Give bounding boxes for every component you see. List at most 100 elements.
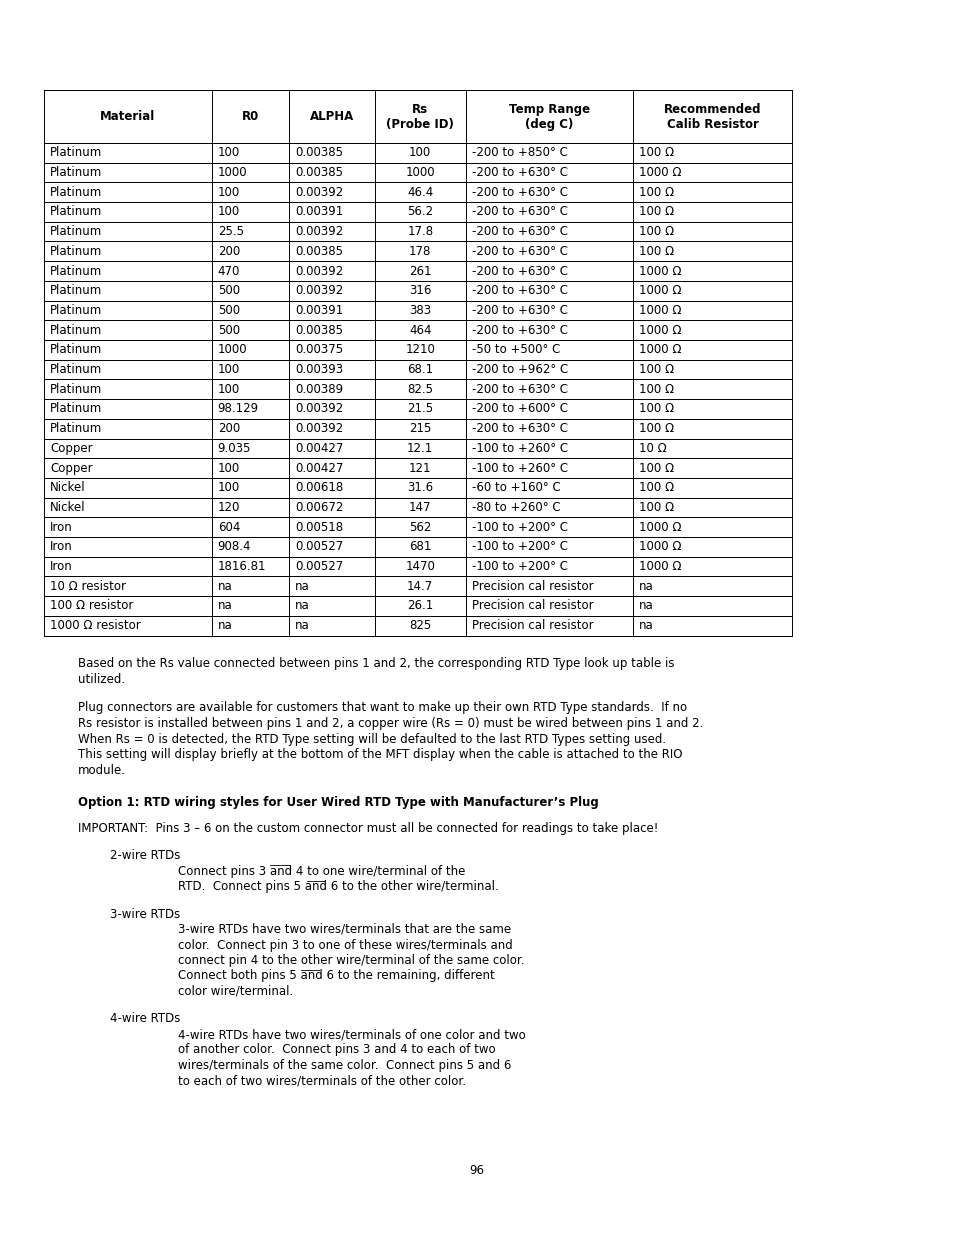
Bar (44, 359, 791, 379)
Text: Precision cal resistor: Precision cal resistor (471, 599, 593, 613)
Text: -200 to +850° C: -200 to +850° C (471, 147, 567, 159)
Text: Nickel: Nickel (50, 482, 86, 494)
Text: 100 Ω: 100 Ω (639, 363, 674, 375)
Text: Platinum: Platinum (50, 304, 102, 317)
Text: -100 to +200° C: -100 to +200° C (471, 541, 567, 553)
Text: -200 to +962° C: -200 to +962° C (471, 363, 567, 375)
Text: When Rs = 0 is detected, the RTD Type setting will be defaulted to the last RTD : When Rs = 0 is detected, the RTD Type se… (78, 732, 665, 746)
Text: 4-wire RTDs: 4-wire RTDs (110, 1013, 180, 1025)
Text: of another color.  Connect pins 3 and 4 to each of two: of another color. Connect pins 3 and 4 t… (178, 1044, 496, 1056)
Text: 1210: 1210 (405, 343, 435, 357)
Bar (44, 163, 791, 183)
Text: na: na (294, 579, 309, 593)
Text: Material: Material (100, 110, 155, 124)
Text: na: na (639, 619, 654, 632)
Text: 0.00427: 0.00427 (294, 442, 343, 454)
Text: 0.00393: 0.00393 (294, 363, 342, 375)
Text: 4-wire RTDs have two wires/terminals of one color and two: 4-wire RTDs have two wires/terminals of … (178, 1028, 525, 1041)
Text: 0.00385: 0.00385 (294, 245, 342, 258)
Text: -200 to +600° C: -200 to +600° C (471, 403, 567, 415)
Text: Platinum: Platinum (50, 284, 102, 298)
Bar (44, 90, 791, 143)
Bar (44, 399, 791, 419)
Text: 0.00672: 0.00672 (294, 501, 343, 514)
Text: color.  Connect pin 3 to one of these wires/terminals and: color. Connect pin 3 to one of these wir… (178, 939, 512, 951)
Text: Temp Range
(deg C): Temp Range (deg C) (508, 103, 589, 131)
Text: 0.00385: 0.00385 (294, 165, 342, 179)
Text: 46.4: 46.4 (407, 185, 433, 199)
Text: 100: 100 (217, 482, 240, 494)
Bar (44, 320, 791, 340)
Bar (44, 597, 791, 616)
Text: -200 to +630° C: -200 to +630° C (471, 304, 567, 317)
Bar (44, 203, 791, 222)
Text: Platinum: Platinum (50, 245, 102, 258)
Text: Precision cal resistor: Precision cal resistor (471, 619, 593, 632)
Text: -100 to +200° C: -100 to +200° C (471, 559, 567, 573)
Text: This setting will display briefly at the bottom of the MFT display when the cabl: This setting will display briefly at the… (78, 748, 681, 761)
Text: 12.1: 12.1 (407, 442, 433, 454)
Text: 0.00427: 0.00427 (294, 462, 343, 474)
Text: 17.8: 17.8 (407, 225, 433, 238)
Text: 0.00375: 0.00375 (294, 343, 342, 357)
Text: wires/terminals of the same color.  Connect pins 5 and 6: wires/terminals of the same color. Conne… (178, 1058, 511, 1072)
Text: na: na (217, 579, 233, 593)
Text: -200 to +630° C: -200 to +630° C (471, 284, 567, 298)
Text: 0.00392: 0.00392 (294, 284, 343, 298)
Text: 100: 100 (217, 462, 240, 474)
Text: -200 to +630° C: -200 to +630° C (471, 422, 567, 435)
Text: 100: 100 (217, 147, 240, 159)
Text: Option 1: RTD wiring styles for User Wired RTD Type with Manufacturer’s Plug: Option 1: RTD wiring styles for User Wir… (78, 797, 598, 809)
Text: 0.00618: 0.00618 (294, 482, 343, 494)
Text: 0.00385: 0.00385 (294, 147, 342, 159)
Text: Rs resistor is installed between pins 1 and 2, a copper wire (Rs = 0) must be wi: Rs resistor is installed between pins 1 … (78, 718, 702, 730)
Text: utilized.: utilized. (78, 673, 125, 685)
Text: 68.1: 68.1 (407, 363, 433, 375)
Text: 261: 261 (409, 264, 431, 278)
Text: 121: 121 (409, 462, 431, 474)
Text: Iron: Iron (50, 521, 72, 534)
Text: 1000 Ω: 1000 Ω (639, 541, 681, 553)
Text: 562: 562 (409, 521, 431, 534)
Text: Based on the Rs value connected between pins 1 and 2, the corresponding RTD Type: Based on the Rs value connected between … (78, 657, 674, 671)
Text: Platinum: Platinum (50, 383, 102, 395)
Text: -200 to +630° C: -200 to +630° C (471, 225, 567, 238)
Text: 1000 Ω: 1000 Ω (639, 343, 681, 357)
Text: 100 Ω: 100 Ω (639, 462, 674, 474)
Bar (44, 340, 791, 359)
Text: 0.00392: 0.00392 (294, 403, 343, 415)
Bar (44, 517, 791, 537)
Text: 0.00527: 0.00527 (294, 541, 343, 553)
Text: 500: 500 (217, 304, 239, 317)
Text: 100 Ω: 100 Ω (639, 147, 674, 159)
Text: 98.129: 98.129 (217, 403, 258, 415)
Text: 0.00391: 0.00391 (294, 205, 343, 219)
Text: 0.00392: 0.00392 (294, 225, 343, 238)
Text: 1000 Ω: 1000 Ω (639, 559, 681, 573)
Text: Precision cal resistor: Precision cal resistor (471, 579, 593, 593)
Text: 100 Ω: 100 Ω (639, 501, 674, 514)
Text: na: na (294, 619, 309, 632)
Text: Platinum: Platinum (50, 422, 102, 435)
Text: Platinum: Platinum (50, 185, 102, 199)
Text: 0.00391: 0.00391 (294, 304, 343, 317)
Bar (44, 419, 791, 438)
Text: 1000 Ω: 1000 Ω (639, 324, 681, 337)
Text: 1000 Ω: 1000 Ω (639, 304, 681, 317)
Text: 100: 100 (217, 205, 240, 219)
Text: -200 to +630° C: -200 to +630° C (471, 205, 567, 219)
Text: 100: 100 (409, 147, 431, 159)
Text: 200: 200 (217, 422, 240, 435)
Text: -50 to +500° C: -50 to +500° C (471, 343, 559, 357)
Text: 1000 Ω resistor: 1000 Ω resistor (50, 619, 141, 632)
Bar (44, 557, 791, 577)
Text: 215: 215 (409, 422, 431, 435)
Text: RTD.  Connect pins 5 and 6 to the other wire/terminal.: RTD. Connect pins 5 and 6 to the other w… (178, 881, 498, 893)
Text: 1000 Ω: 1000 Ω (639, 521, 681, 534)
Text: 0.00385: 0.00385 (294, 324, 342, 337)
Text: Connect pins 3 and 4 to one wire/terminal of the: Connect pins 3 and 4 to one wire/termina… (178, 864, 465, 878)
Text: 0.00527: 0.00527 (294, 559, 343, 573)
Text: 908.4: 908.4 (217, 541, 251, 553)
Text: 0.00518: 0.00518 (294, 521, 342, 534)
Text: 82.5: 82.5 (407, 383, 433, 395)
